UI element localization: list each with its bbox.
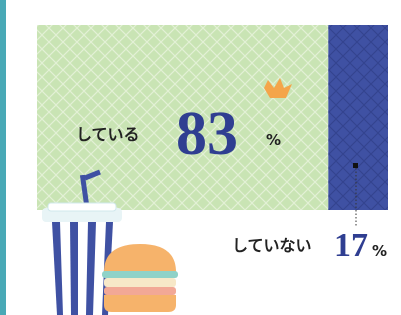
side-strip: [0, 0, 6, 315]
chart: している 83 % していない 17 %: [0, 0, 401, 315]
label: していない: [232, 236, 312, 255]
bar-pattern: [328, 25, 388, 210]
value-label: 83: [176, 100, 238, 168]
burger-icon: [102, 244, 178, 312]
unit-label: %: [372, 242, 387, 260]
unit-label: %: [266, 131, 281, 149]
marker: [353, 163, 358, 168]
label: している: [76, 125, 140, 144]
value-label: 17: [334, 227, 368, 264]
